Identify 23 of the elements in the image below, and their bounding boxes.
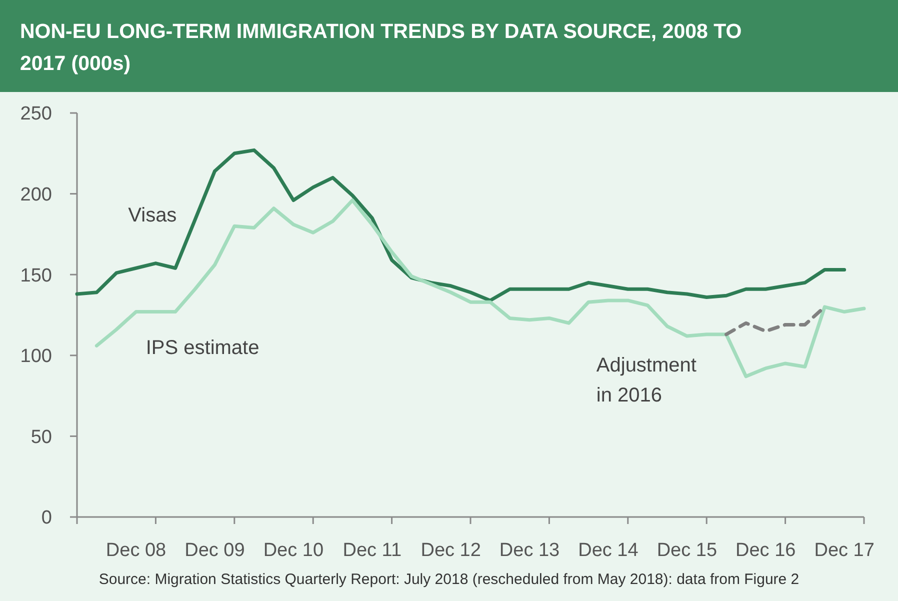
y-tick-label: 200 — [20, 184, 52, 206]
x-tick-label: Dec 16 — [736, 540, 796, 561]
chart-title: NON-EU LONG-TERM IMMIGRATION TRENDS BY DATA SOURCE, 2008 TO 2017 (000s) — [20, 20, 742, 75]
y-tick-label: 0 — [41, 508, 52, 529]
x-tick-label: Dec 09 — [184, 540, 245, 561]
x-tick-label: Dec 14 — [578, 540, 639, 561]
y-tick-label: 50 — [30, 426, 52, 448]
y-tick-label: 150 — [20, 265, 52, 286]
x-tick-label: Dec 13 — [499, 540, 560, 561]
annotation: Adjustment in 2016 — [596, 354, 697, 407]
source-note: Source: Migration Statistics Quarterly Report: July 2018 (rescheduled from May 2018): data from Figure 2 — [98, 571, 800, 588]
y-tick-label: 100 — [20, 346, 52, 368]
series-label: Visas — [128, 204, 177, 226]
x-tick-label: Dec 08 — [106, 540, 166, 561]
x-tick-label: Dec 11 — [342, 540, 402, 561]
x-tick-label: Dec 12 — [420, 540, 481, 561]
line-series — [94, 198, 866, 378]
x-tick-label: Dec 10 — [263, 540, 324, 561]
y-tick-label: 250 — [20, 104, 52, 125]
series-label: IPS estimate — [146, 336, 260, 359]
x-tick-label: Dec 15 — [656, 540, 718, 561]
x-tick-label: Dec 17 — [814, 540, 874, 561]
line-series — [75, 148, 846, 302]
